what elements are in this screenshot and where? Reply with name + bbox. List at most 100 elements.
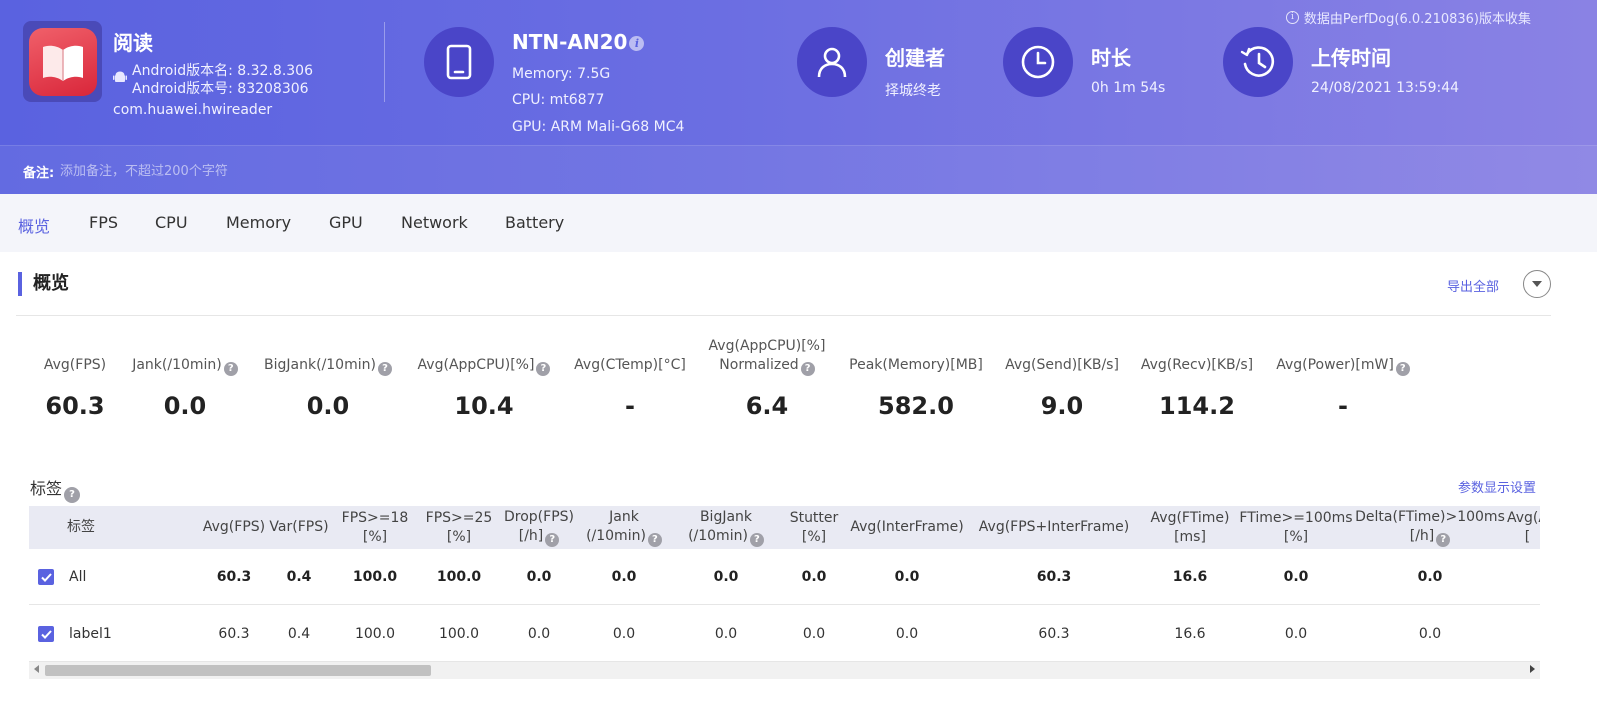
col-header: Jank (/10min)? (584, 506, 664, 549)
scroll-left-arrow-icon[interactable] (34, 665, 39, 673)
export-all-link[interactable]: 导出全部 (1447, 280, 1500, 295)
help-icon[interactable]: ? (1436, 533, 1451, 547)
tab-network[interactable]: Network (401, 213, 468, 232)
tab-bar: 概览 FPS CPU Memory GPU Network Battery (0, 194, 1597, 252)
user-icon (797, 27, 867, 97)
col-header: Delta(FTime)>100ms [/h]? (1355, 509, 1505, 547)
param-settings-link[interactable]: 参数显示设置 (1458, 481, 1537, 496)
stat-value: 60.3 (45, 392, 105, 420)
cell: 100.0 (354, 626, 396, 642)
help-icon[interactable]: ? (545, 533, 560, 547)
help-icon[interactable]: ? (1395, 362, 1410, 376)
tab-memory[interactable]: Memory (226, 213, 292, 232)
stat-avg-send: Avg(Send)[KB/s] 9.0 (1003, 356, 1121, 420)
cell: 0.0 (526, 569, 552, 585)
col-header: FPS>=25 [%] (425, 509, 493, 545)
tags-title: 标签? (30, 475, 81, 503)
cell: 60.3 (1036, 569, 1072, 585)
stat-label: Jank(/10min)? (128, 356, 242, 376)
row-checkbox[interactable] (38, 626, 54, 642)
col-header: Drop(FPS) [/h]? (504, 509, 574, 547)
tab-overview[interactable]: 概览 (18, 217, 51, 236)
duration-title: 时长 (1091, 46, 1131, 70)
stat-value: - (625, 392, 635, 420)
scroll-right-arrow-icon[interactable] (1530, 665, 1535, 673)
scroll-thumb[interactable] (45, 665, 431, 676)
check-icon (40, 572, 52, 582)
creator-value: 择城终老 (885, 83, 941, 99)
notes-label: 备注: (23, 166, 55, 181)
help-icon[interactable]: ? (647, 533, 662, 547)
stat-bigjank: BigJank(/10min)? 0.0 (260, 356, 396, 420)
phone-icon (424, 27, 494, 97)
device-info-icon[interactable]: i (629, 36, 645, 51)
help-icon[interactable]: ? (800, 362, 815, 376)
stat-label: Avg(AppCPU)[%]? (414, 356, 554, 376)
help-icon[interactable]: ? (536, 362, 551, 376)
tag-table: 标签 Avg(FPS) Var(FPS) FPS>=18 [%] FPS>=25[… (29, 506, 1540, 680)
help-icon[interactable]: ? (223, 362, 238, 376)
cell: 60.3 (1038, 626, 1070, 642)
notes-input[interactable] (60, 160, 460, 182)
upload-value: 24/08/2021 13:59:44 (1311, 80, 1460, 96)
tab-gpu[interactable]: GPU (329, 213, 363, 232)
tab-battery[interactable]: Battery (505, 213, 565, 232)
stat-avg-fps: Avg(FPS) 60.3 (30, 356, 120, 420)
stat-value: - (1338, 392, 1348, 420)
stat-label: Avg(Send)[KB/s] (1005, 357, 1119, 373)
caret-down-icon (1532, 280, 1542, 287)
header-info: 阅读 Android版本名: 8.32.8.306 Android版本号: 83… (0, 0, 1597, 145)
stat-avg-ctemp: Avg(CTemp)[°C] - (572, 356, 688, 420)
cell: 100.0 (352, 569, 398, 585)
help-icon[interactable]: ? (377, 362, 392, 376)
col-header: Stutter [%] (789, 509, 839, 545)
cell: 0.0 (713, 569, 739, 585)
stat-label: Avg(CTemp)[°C] (574, 357, 686, 373)
tab-cpu[interactable]: CPU (155, 213, 188, 232)
stat-value: 0.0 (163, 392, 207, 420)
col-header: Avg(InterFrame) (850, 519, 964, 535)
cell: 100.0 (436, 569, 482, 585)
header-divider (384, 22, 385, 102)
stat-value: 114.2 (1159, 392, 1235, 420)
cell: 100.0 (438, 626, 480, 642)
device-memory: Memory: 7.5G (512, 66, 611, 82)
cell: 60.3 (218, 626, 250, 642)
stat-value: 10.4 (454, 392, 514, 420)
cell: 0.4 (287, 626, 311, 642)
col-header: Avg(FTime) [ms] (1150, 509, 1230, 545)
tab-fps[interactable]: FPS (89, 213, 119, 232)
cell: 0.0 (894, 569, 920, 585)
app-icon (23, 21, 102, 102)
app-package: com.huawei.hwireader (113, 102, 273, 118)
help-icon[interactable]: ? (64, 487, 81, 503)
stat-appcpu-normalized: Avg(AppCPU)[%] Normalized? 6.4 (702, 337, 832, 420)
app-version-code: Android版本号: 83208306 (132, 81, 309, 97)
history-icon (1223, 27, 1293, 97)
stat-jank: Jank(/10min)? 0.0 (128, 356, 242, 420)
info-circle-icon: i (1285, 11, 1299, 24)
stat-value: 9.0 (1040, 392, 1084, 420)
col-header: FTime>=100ms [%] (1239, 509, 1353, 545)
table-row: All 60.3 0.4 100.0 100.0 0.0 0.0 0.0 0.0… (29, 549, 1540, 605)
horizontal-scrollbar[interactable] (29, 662, 1540, 679)
cell: 0.0 (611, 569, 637, 585)
col-header: Avg(FPS+InterFrame) (978, 519, 1130, 535)
stat-value: 0.0 (306, 392, 350, 420)
app-name: 阅读 (113, 31, 153, 55)
stat-avg-recv: Avg(Recv)[KB/s] 114.2 (1139, 356, 1255, 420)
android-icon (113, 71, 127, 82)
row-checkbox[interactable] (38, 569, 54, 585)
help-icon[interactable]: ? (749, 533, 764, 547)
cell: 60.3 (216, 569, 252, 585)
stat-label: Avg(AppCPU)[%] (708, 338, 826, 354)
table-header: 标签 Avg(FPS) Var(FPS) FPS>=18 [%] FPS>=25[… (29, 506, 1540, 549)
report-header: 阅读 Android版本名: 8.32.8.306 Android版本号: 83… (0, 0, 1597, 194)
col-header: Var(FPS) (269, 519, 329, 535)
app-version-name: Android版本名: 8.32.8.306 (132, 63, 313, 79)
cell: 0.4 (286, 569, 312, 585)
cell: 0.0 (802, 626, 826, 642)
section-divider (16, 315, 1551, 316)
stat-avg-appcpu: Avg(AppCPU)[%]? 10.4 (414, 356, 554, 420)
collapse-button[interactable] (1523, 270, 1551, 298)
